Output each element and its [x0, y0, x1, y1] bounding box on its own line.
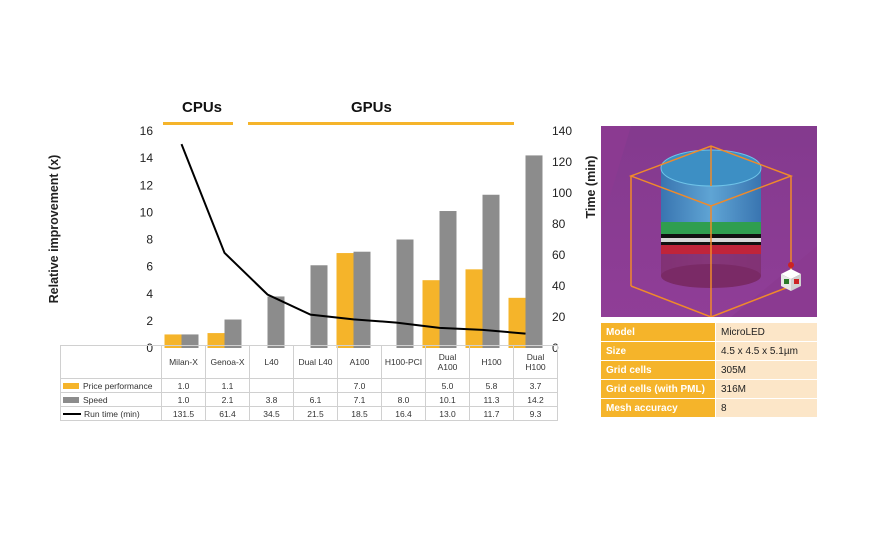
data-table-cell: 5.8	[469, 378, 514, 393]
bar-price-performance	[422, 280, 440, 348]
speed-swatch	[63, 397, 79, 404]
data-table-row-price: Price performance 1.0 1.1 7.0 5.0 5.8 3.7	[60, 378, 558, 393]
y-tick-label-left: 4	[146, 287, 153, 301]
data-table-cell: 6.1	[293, 392, 338, 407]
bar-price-performance	[465, 269, 483, 348]
y-tick-label-left: 8	[146, 233, 153, 247]
gpus-group-bracket	[248, 122, 514, 125]
data-table-header: Milan-X Genoa-X L40 Dual L40 A100 H100-PCI Dua…	[60, 345, 558, 379]
bar-speed	[267, 296, 285, 348]
runtime-swatch	[63, 413, 81, 416]
data-table-cell: 8.0	[381, 392, 426, 407]
data-table-cell: 9.3	[513, 406, 558, 421]
bar-speed	[439, 211, 457, 348]
data-table-cell: 21.5	[293, 406, 338, 421]
bars	[164, 155, 543, 348]
data-table-row-runtime: Run time (min) 131.5 61.4 34.5 21.5 18.5 16.4…	[60, 406, 558, 421]
category-label: Dual A100	[425, 345, 470, 379]
data-table-cell: 1.0	[161, 392, 206, 407]
data-table-cell	[293, 378, 338, 393]
y-tick-label-left: 6	[146, 260, 153, 274]
legend-runtime: Run time (min)	[60, 406, 162, 421]
bar-speed	[224, 319, 242, 348]
data-table-cell: 34.5	[249, 406, 294, 421]
data-table-cell	[249, 378, 294, 393]
info-row: Mesh accuracy 8	[601, 398, 817, 418]
orientation-gizmo-icon	[781, 262, 801, 291]
data-table-corner	[60, 345, 162, 379]
legend-speed: Speed	[60, 392, 162, 407]
bar-speed	[396, 239, 414, 348]
run-time-line	[180, 143, 526, 335]
data-table-cell: 11.3	[469, 392, 514, 407]
bar-price-performance	[336, 253, 354, 348]
y-tick-label-left: 2	[146, 314, 153, 328]
data-table-cell: 1.1	[205, 378, 250, 393]
category-label: Milan-X	[161, 345, 206, 379]
data-table-cell: 14.2	[513, 392, 558, 407]
bar-speed	[310, 265, 328, 348]
category-label: Dual L40	[293, 345, 338, 379]
y-tick-label-right: 60	[552, 248, 566, 262]
data-table-cell: 2.1	[205, 392, 250, 407]
legend-price: Price performance	[60, 378, 162, 393]
y-tick-label-left: 10	[140, 205, 154, 219]
gpus-group-label: GPUs	[351, 99, 392, 116]
category-label: Genoa-X	[205, 345, 250, 379]
y-tick-label-right: 20	[552, 310, 566, 324]
info-row: Grid cells (with PML) 316M	[601, 379, 817, 399]
category-label: Dual H100	[513, 345, 558, 379]
info-row: Model MicroLED	[601, 323, 817, 342]
bar-speed	[353, 251, 371, 348]
y-axis-label-left: Relative improvement (x)	[47, 154, 61, 304]
data-table-cell: 131.5	[161, 406, 206, 421]
price-swatch	[63, 383, 79, 390]
bar-price-performance	[164, 334, 182, 348]
data-table-cell: 13.0	[425, 406, 470, 421]
y-tick-label-right: 40	[552, 279, 566, 293]
info-row: Size 4.5 x 4.5 x 5.1µm	[601, 341, 817, 361]
y-tick-label-right: 140	[552, 124, 572, 138]
data-table-cell: 18.5	[337, 406, 382, 421]
y-tick-label-right: 80	[552, 217, 566, 231]
y-axis-label-right: Time (min)	[584, 155, 598, 219]
bar-price-performance	[207, 333, 225, 348]
y-tick-label-right: 120	[552, 155, 572, 169]
data-table-cell: 7.0	[337, 378, 382, 393]
category-label: A100	[337, 345, 382, 379]
cpus-group-bracket	[163, 122, 233, 125]
y-tick-label-left: 12	[140, 178, 154, 192]
bar-price-performance	[508, 297, 526, 348]
category-label: H100	[469, 345, 514, 379]
microled-3d-render	[601, 126, 817, 317]
data-table-cell	[381, 378, 426, 393]
info-row: Grid cells 305M	[601, 360, 817, 380]
category-label: L40	[249, 345, 294, 379]
data-table-cell: 61.4	[205, 406, 250, 421]
data-table-row-speed: Speed 1.0 2.1 3.8 6.1 7.1 8.0 10.1 11.3 14.2	[60, 392, 558, 407]
data-table-cell: 1.0	[161, 378, 206, 393]
category-label: H100-PCI	[381, 345, 426, 379]
data-table-cell: 16.4	[381, 406, 426, 421]
data-table-cell: 3.8	[249, 392, 294, 407]
data-table: Milan-X Genoa-X L40 Dual L40 A100 H100-PCI Dua…	[60, 345, 558, 421]
data-table-cell: 3.7	[513, 378, 558, 393]
y-tick-label-right: 100	[552, 186, 572, 200]
model-info-table: Model MicroLED Size 4.5 x 4.5 x 5.1µm Grid…	[601, 323, 817, 418]
bar-speed	[525, 155, 543, 348]
bar-speed	[482, 194, 500, 348]
cpus-group-label: CPUs	[182, 99, 223, 116]
y-tick-label-left: 16	[140, 124, 154, 138]
data-table-cell: 7.1	[337, 392, 382, 407]
data-table-cell: 10.1	[425, 392, 470, 407]
y-tick-label-left: 14	[140, 151, 154, 165]
microled-render-image	[601, 126, 817, 317]
data-table-cell: 11.7	[469, 406, 514, 421]
data-table-cell: 5.0	[425, 378, 470, 393]
bar-speed	[181, 334, 199, 348]
